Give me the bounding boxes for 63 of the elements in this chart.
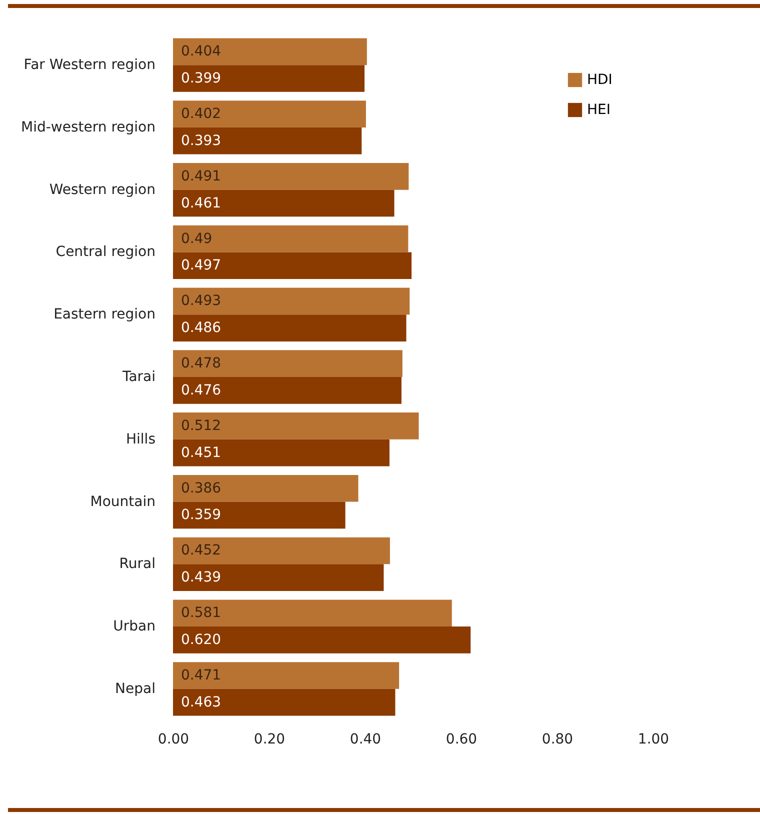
data-label: 0.486 [181, 320, 222, 336]
data-label: 0.620 [181, 632, 222, 648]
legend-label: HDI [587, 72, 612, 88]
bar [173, 225, 408, 252]
data-label: 0.402 [181, 106, 222, 122]
bar [173, 100, 366, 128]
x-tick-label: 0.40 [350, 732, 382, 748]
data-label: 0.581 [181, 605, 222, 622]
bar [173, 439, 390, 466]
bar [173, 626, 471, 654]
bar [173, 163, 409, 190]
bar [173, 662, 400, 689]
data-label: 0.393 [181, 132, 222, 149]
bar [173, 252, 412, 280]
data-label: 0.463 [181, 694, 222, 710]
data-label: 0.478 [181, 356, 222, 372]
data-label: 0.493 [181, 293, 222, 310]
bar [173, 190, 394, 217]
y-tick-label: Urban [113, 618, 156, 635]
bar [173, 350, 402, 377]
bar [173, 127, 362, 154]
legend-label: HEI [587, 102, 611, 118]
bar [173, 38, 367, 66]
bar [173, 377, 402, 404]
y-tick-label: Hills [126, 431, 156, 448]
bar [173, 688, 396, 716]
y-tick-label: Eastern region [54, 306, 156, 323]
y-tick-label: Tarai [121, 369, 156, 385]
y-tick-label: Far Western region [24, 57, 156, 74]
data-label: 0.452 [181, 542, 222, 559]
bar [173, 412, 419, 440]
data-label: 0.359 [181, 507, 222, 524]
y-tick-label: Mid-western region [21, 119, 156, 136]
bar [173, 288, 410, 315]
x-tick-label: 1.00 [638, 732, 670, 748]
data-label: 0.461 [181, 195, 222, 212]
x-tick-label: 0.00 [158, 732, 190, 748]
x-tick-label: 0.80 [542, 732, 574, 748]
data-label: 0.471 [181, 668, 222, 684]
data-label: 0.439 [181, 570, 222, 586]
data-label: 0.497 [181, 258, 222, 274]
bar [173, 502, 346, 529]
x-tick-label: 0.60 [446, 732, 478, 748]
data-label: 0.399 [181, 70, 222, 86]
y-tick-label: Rural [119, 556, 156, 572]
data-label: 0.512 [181, 418, 222, 434]
bar [173, 65, 365, 92]
data-label: 0.49 [181, 230, 212, 247]
x-tick-label: 0.20 [254, 732, 286, 748]
data-label: 0.386 [181, 480, 222, 496]
data-label: 0.451 [181, 444, 222, 461]
y-tick-label: Western region [49, 182, 156, 198]
data-label: 0.476 [181, 382, 222, 398]
data-label: 0.404 [181, 44, 222, 60]
bar [173, 314, 406, 342]
y-tick-label: Nepal [115, 680, 156, 697]
bar [173, 474, 358, 502]
y-tick-label: Central region [56, 244, 156, 260]
y-tick-label: Mountain [90, 494, 156, 510]
data-label: 0.491 [181, 168, 222, 184]
bar [173, 564, 384, 591]
bar [173, 537, 390, 564]
bar [173, 600, 452, 627]
